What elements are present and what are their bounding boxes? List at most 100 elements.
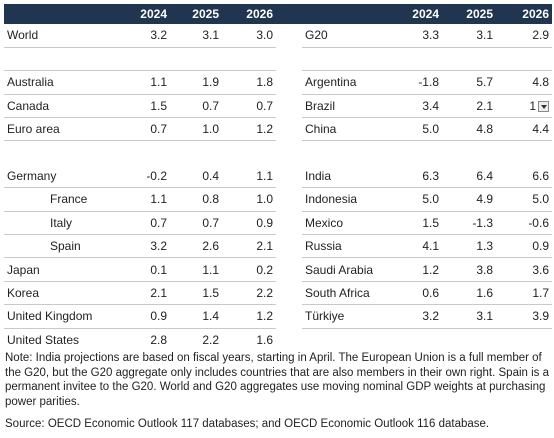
note-text: Note: India projections are based on fis… xyxy=(5,352,550,408)
header-year-right-2025: 2025 xyxy=(442,4,496,24)
value-cell: 1.8 xyxy=(222,70,276,95)
country-name: Italy xyxy=(4,211,114,236)
spacer-row xyxy=(4,141,552,164)
value-cell: 1.6 xyxy=(256,333,273,348)
value-cell: 0.9 xyxy=(496,234,552,259)
value-cell: 5.0 xyxy=(496,187,552,212)
country-name: France xyxy=(4,187,114,212)
value-cell: 1.1 xyxy=(114,70,170,95)
country-name: Mexico xyxy=(302,211,386,236)
value-cell: 0.4 xyxy=(170,164,222,189)
country-name: World xyxy=(4,24,114,48)
source-text: Source: OECD Economic Outlook 117 databa… xyxy=(5,418,490,430)
value-cell: 2.1 xyxy=(442,94,496,119)
value-cell: 5.0 xyxy=(386,117,442,142)
table-row: Australia 1.1 1.9 1.8 Argentina -1.8 5.7… xyxy=(4,70,552,95)
value-cell: 1.4 xyxy=(170,304,222,329)
value-cell: 3.1 xyxy=(442,24,496,48)
country-name: Argentina xyxy=(302,70,386,95)
value-cell: 1.6 xyxy=(442,281,496,306)
table-row: Canada 1.5 0.7 0.7 Brazil 3.4 2.1 1 xyxy=(4,94,552,119)
header-gap xyxy=(276,4,302,24)
header-year-right-2024: 2024 xyxy=(386,4,442,24)
country-name: Korea xyxy=(4,281,114,306)
value-cell: 3.6 xyxy=(496,257,552,282)
value-cell: 2.8 xyxy=(150,333,167,348)
value-cell: 1.1 xyxy=(222,164,276,189)
value-cell: 1.0 xyxy=(222,187,276,212)
value-cell: 6.4 xyxy=(442,164,496,189)
country-name: Saudi Arabia xyxy=(302,257,386,282)
value-cell: 3.2 xyxy=(114,24,170,48)
value-cell: 5.0 xyxy=(386,187,442,212)
value-cell: 1.2 xyxy=(386,257,442,282)
header-year-left-2024: 2024 xyxy=(114,4,170,24)
value-cell-with-dropdown[interactable]: 1 xyxy=(496,94,552,119)
gdp-growth-table: 2024 2025 2026 2024 2025 2026 World 3.2 … xyxy=(4,4,552,351)
country-name: India xyxy=(302,164,386,189)
table-notes: Note: India projections are based on fis… xyxy=(5,351,550,432)
value-cell: 0.7 xyxy=(170,94,222,119)
value-cell: 2.6 xyxy=(170,234,222,259)
country-name: Brazil xyxy=(302,94,386,119)
country-name: China xyxy=(302,117,386,142)
table-row: Germany -0.2 0.4 1.1 India 6.3 6.4 6.6 xyxy=(4,164,552,189)
table-row: Italy 0.7 0.7 0.9 Mexico 1.5 -1.3 -0.6 xyxy=(4,211,552,236)
value-cell: -0.2 xyxy=(114,164,170,189)
header-blank-left xyxy=(4,4,114,24)
value-cell: 0.9 xyxy=(222,211,276,236)
header-blank-right xyxy=(302,4,386,24)
value-cell: 3.9 xyxy=(496,304,552,329)
value-cell: 0.6 xyxy=(386,281,442,306)
spacer-row xyxy=(4,47,552,72)
value-cell: 1.5 xyxy=(386,211,442,236)
value-cell: 2.1 xyxy=(114,281,170,306)
country-name: Australia xyxy=(4,70,114,95)
value-cell: 0.9 xyxy=(114,304,170,329)
table-row: World 3.2 3.1 3.0 G20 3.3 3.1 2.9 xyxy=(4,24,552,48)
value-cell-text: 1 xyxy=(529,98,536,113)
value-cell: 1.9 xyxy=(170,70,222,95)
value-cell: -1.8 xyxy=(386,70,442,95)
value-cell: 0.2 xyxy=(222,257,276,282)
country-name: Türkiye xyxy=(302,304,386,329)
value-cell: 0.7 xyxy=(222,94,276,119)
value-cell: 3.2 xyxy=(386,304,442,329)
value-cell: 3.1 xyxy=(170,24,222,48)
value-cell: 0.7 xyxy=(114,117,170,142)
table-row: Spain 3.2 2.6 2.1 Russia 4.1 1.3 0.9 xyxy=(4,234,552,259)
country-name: Indonesia xyxy=(302,187,386,212)
value-cell: 6.3 xyxy=(386,164,442,189)
value-cell: 2.1 xyxy=(222,234,276,259)
value-cell: 4.4 xyxy=(496,117,552,142)
country-name: Euro area xyxy=(4,117,114,142)
value-cell: 3.4 xyxy=(386,94,442,119)
table-header-row: 2024 2025 2026 2024 2025 2026 xyxy=(4,4,552,24)
value-cell: 0.7 xyxy=(114,211,170,236)
table-row: France 1.1 0.8 1.0 Indonesia 5.0 4.9 5.0 xyxy=(4,187,552,212)
value-cell: 3.3 xyxy=(386,24,442,48)
value-cell: 4.1 xyxy=(386,234,442,259)
country-name: Germany xyxy=(4,164,114,189)
country-name: United States xyxy=(7,333,80,348)
chevron-down-icon[interactable] xyxy=(538,101,549,113)
table-row: United Kingdom 0.9 1.4 1.2 Türkiye 3.2 3… xyxy=(4,304,552,329)
value-cell: 3.0 xyxy=(222,24,276,48)
value-cell: 1.2 xyxy=(222,117,276,142)
header-year-right-2026: 2026 xyxy=(496,4,552,24)
value-cell: 0.8 xyxy=(170,187,222,212)
value-cell: 2.2 xyxy=(202,333,219,348)
value-cell: 3.2 xyxy=(114,234,170,259)
value-cell: 1.1 xyxy=(170,257,222,282)
country-name: Japan xyxy=(4,257,114,282)
country-name: South Africa xyxy=(302,281,386,306)
country-name: Spain xyxy=(4,234,114,259)
header-year-left-2026: 2026 xyxy=(222,4,276,24)
value-cell: 1.0 xyxy=(170,117,222,142)
value-cell: 4.9 xyxy=(442,187,496,212)
value-cell: 5.7 xyxy=(442,70,496,95)
value-cell: 0.1 xyxy=(114,257,170,282)
country-name: Canada xyxy=(4,94,114,119)
value-cell: 1.2 xyxy=(222,304,276,329)
